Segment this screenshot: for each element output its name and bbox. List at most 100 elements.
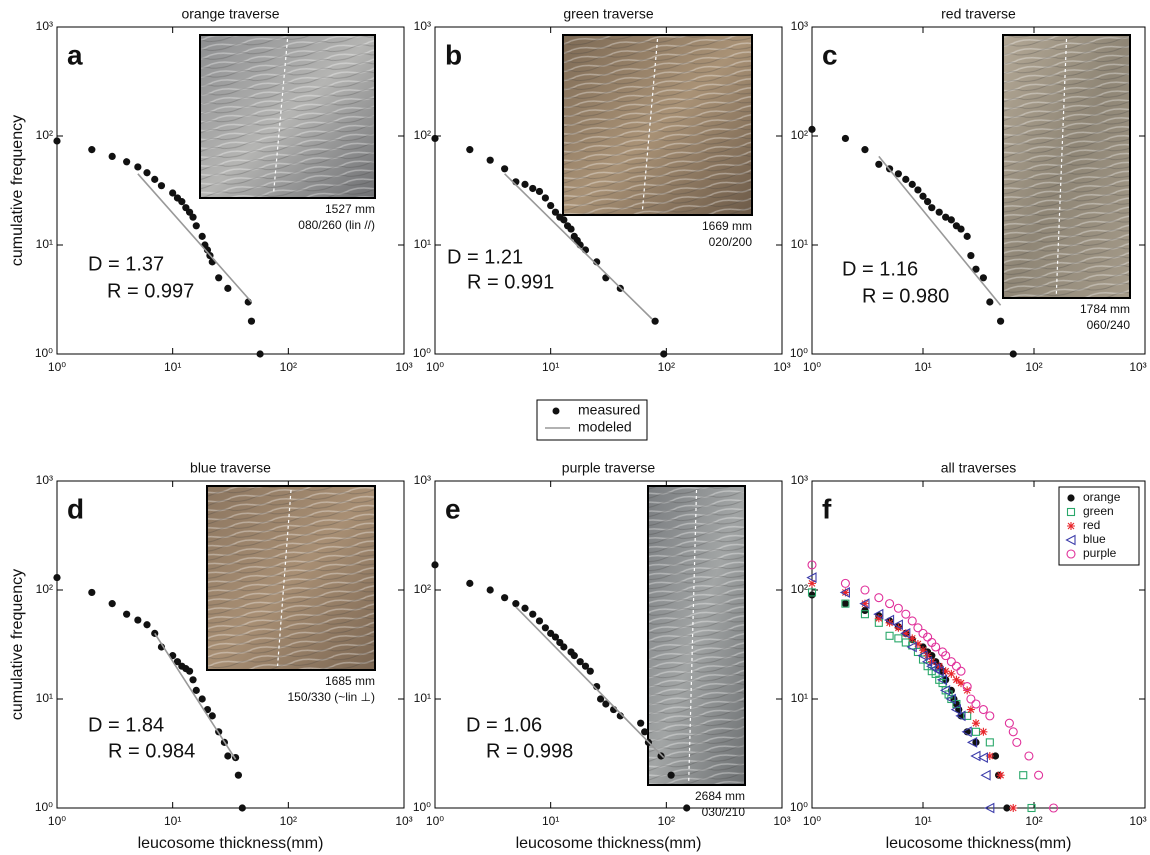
point bbox=[907, 616, 917, 626]
legend-frame bbox=[536, 399, 648, 441]
legend-marker bbox=[1066, 507, 1076, 517]
x-tick-label: 10¹ bbox=[164, 360, 181, 374]
y-tick-label: 10³ bbox=[36, 473, 53, 487]
point bbox=[192, 222, 200, 230]
point bbox=[185, 667, 194, 675]
point bbox=[972, 738, 980, 746]
point bbox=[208, 258, 216, 266]
y-tick-label: 10⁰ bbox=[790, 346, 808, 360]
point bbox=[985, 751, 994, 760]
y-tick-label: 10¹ bbox=[36, 237, 53, 251]
y-axis-label: cumulative frequency bbox=[9, 569, 26, 720]
point bbox=[108, 600, 116, 608]
point bbox=[841, 599, 850, 608]
point bbox=[134, 616, 142, 624]
y-tick-label: 10⁰ bbox=[413, 346, 431, 360]
point bbox=[143, 169, 151, 177]
y-tick-label: 10⁰ bbox=[790, 800, 808, 814]
shared-legend: measured modeled bbox=[536, 399, 648, 441]
point bbox=[985, 711, 995, 721]
point bbox=[860, 610, 870, 619]
point bbox=[88, 588, 96, 597]
point bbox=[1009, 350, 1017, 358]
photo-texture bbox=[206, 485, 376, 671]
point bbox=[885, 631, 894, 640]
photo-caption: 1669 mm bbox=[702, 219, 752, 233]
point bbox=[808, 125, 816, 133]
point bbox=[977, 752, 988, 764]
fit-annotation: D = 1.84 bbox=[88, 714, 164, 736]
y-tick-label: 10¹ bbox=[36, 691, 53, 705]
point bbox=[917, 650, 928, 662]
point bbox=[901, 629, 910, 638]
x-tick-label: 10³ bbox=[395, 360, 412, 374]
point bbox=[979, 727, 988, 736]
point bbox=[586, 667, 594, 675]
point bbox=[991, 752, 1000, 760]
point bbox=[952, 675, 961, 684]
legend-label: modeled bbox=[578, 419, 632, 435]
point bbox=[641, 728, 649, 736]
point bbox=[178, 198, 186, 206]
x-tick-label: 10¹ bbox=[542, 360, 559, 374]
point bbox=[950, 704, 961, 715]
photo-caption: 060/240 bbox=[1087, 318, 1131, 332]
fit-annotation: R = 0.984 bbox=[108, 740, 195, 762]
point bbox=[980, 769, 991, 781]
point bbox=[637, 719, 645, 727]
point bbox=[535, 187, 544, 196]
point bbox=[923, 198, 932, 206]
point bbox=[189, 676, 197, 684]
panel-label: d bbox=[67, 493, 84, 524]
panel-label: e bbox=[445, 493, 461, 524]
fit-annotation: D = 1.21 bbox=[447, 246, 523, 268]
panel: all traverses 10⁰ 10¹ 10² 10³ 10⁰ 10¹ 10² 10³ leu… bbox=[790, 460, 1147, 853]
point bbox=[978, 705, 988, 715]
y-tick-label: 10¹ bbox=[414, 237, 431, 251]
y-tick-label: 10² bbox=[791, 582, 808, 596]
point bbox=[861, 146, 869, 154]
point bbox=[570, 652, 578, 660]
x-tick-label: 10³ bbox=[1129, 360, 1146, 374]
point bbox=[512, 600, 520, 608]
y-tick-label: 10³ bbox=[36, 19, 53, 33]
point bbox=[951, 661, 961, 671]
point bbox=[108, 152, 116, 160]
point bbox=[945, 693, 956, 705]
point bbox=[1034, 770, 1044, 780]
point bbox=[224, 752, 232, 760]
legend-label: orange bbox=[1083, 490, 1121, 504]
y-tick-label: 10³ bbox=[414, 19, 431, 33]
point bbox=[893, 603, 903, 613]
point bbox=[906, 641, 917, 653]
point bbox=[913, 639, 922, 648]
point bbox=[956, 666, 966, 676]
panel-label: c bbox=[822, 39, 838, 70]
legend-label: purple bbox=[1083, 546, 1117, 560]
x-tick-label: 10² bbox=[280, 360, 297, 374]
photo-texture bbox=[1002, 34, 1131, 299]
fit-annotation: R = 0.991 bbox=[467, 271, 554, 293]
point bbox=[1008, 727, 1018, 737]
point bbox=[913, 623, 923, 633]
point bbox=[894, 623, 903, 632]
point bbox=[567, 225, 575, 233]
point bbox=[883, 614, 895, 626]
y-tick-label: 10⁰ bbox=[35, 346, 53, 360]
y-tick-label: 10² bbox=[414, 582, 431, 596]
point bbox=[192, 686, 200, 694]
x-axis-label: leucosome thickness(mm) bbox=[886, 835, 1072, 852]
photo-caption: 1527 mm bbox=[325, 202, 375, 216]
point bbox=[967, 251, 975, 260]
point bbox=[173, 658, 182, 666]
point bbox=[529, 184, 537, 193]
model-line bbox=[137, 173, 253, 303]
point bbox=[970, 750, 981, 762]
point bbox=[900, 627, 911, 639]
y-tick-label: 10² bbox=[36, 582, 53, 596]
point bbox=[894, 634, 903, 643]
model-line bbox=[878, 155, 1002, 306]
y-tick-label: 10⁰ bbox=[413, 800, 431, 814]
point bbox=[894, 170, 902, 178]
